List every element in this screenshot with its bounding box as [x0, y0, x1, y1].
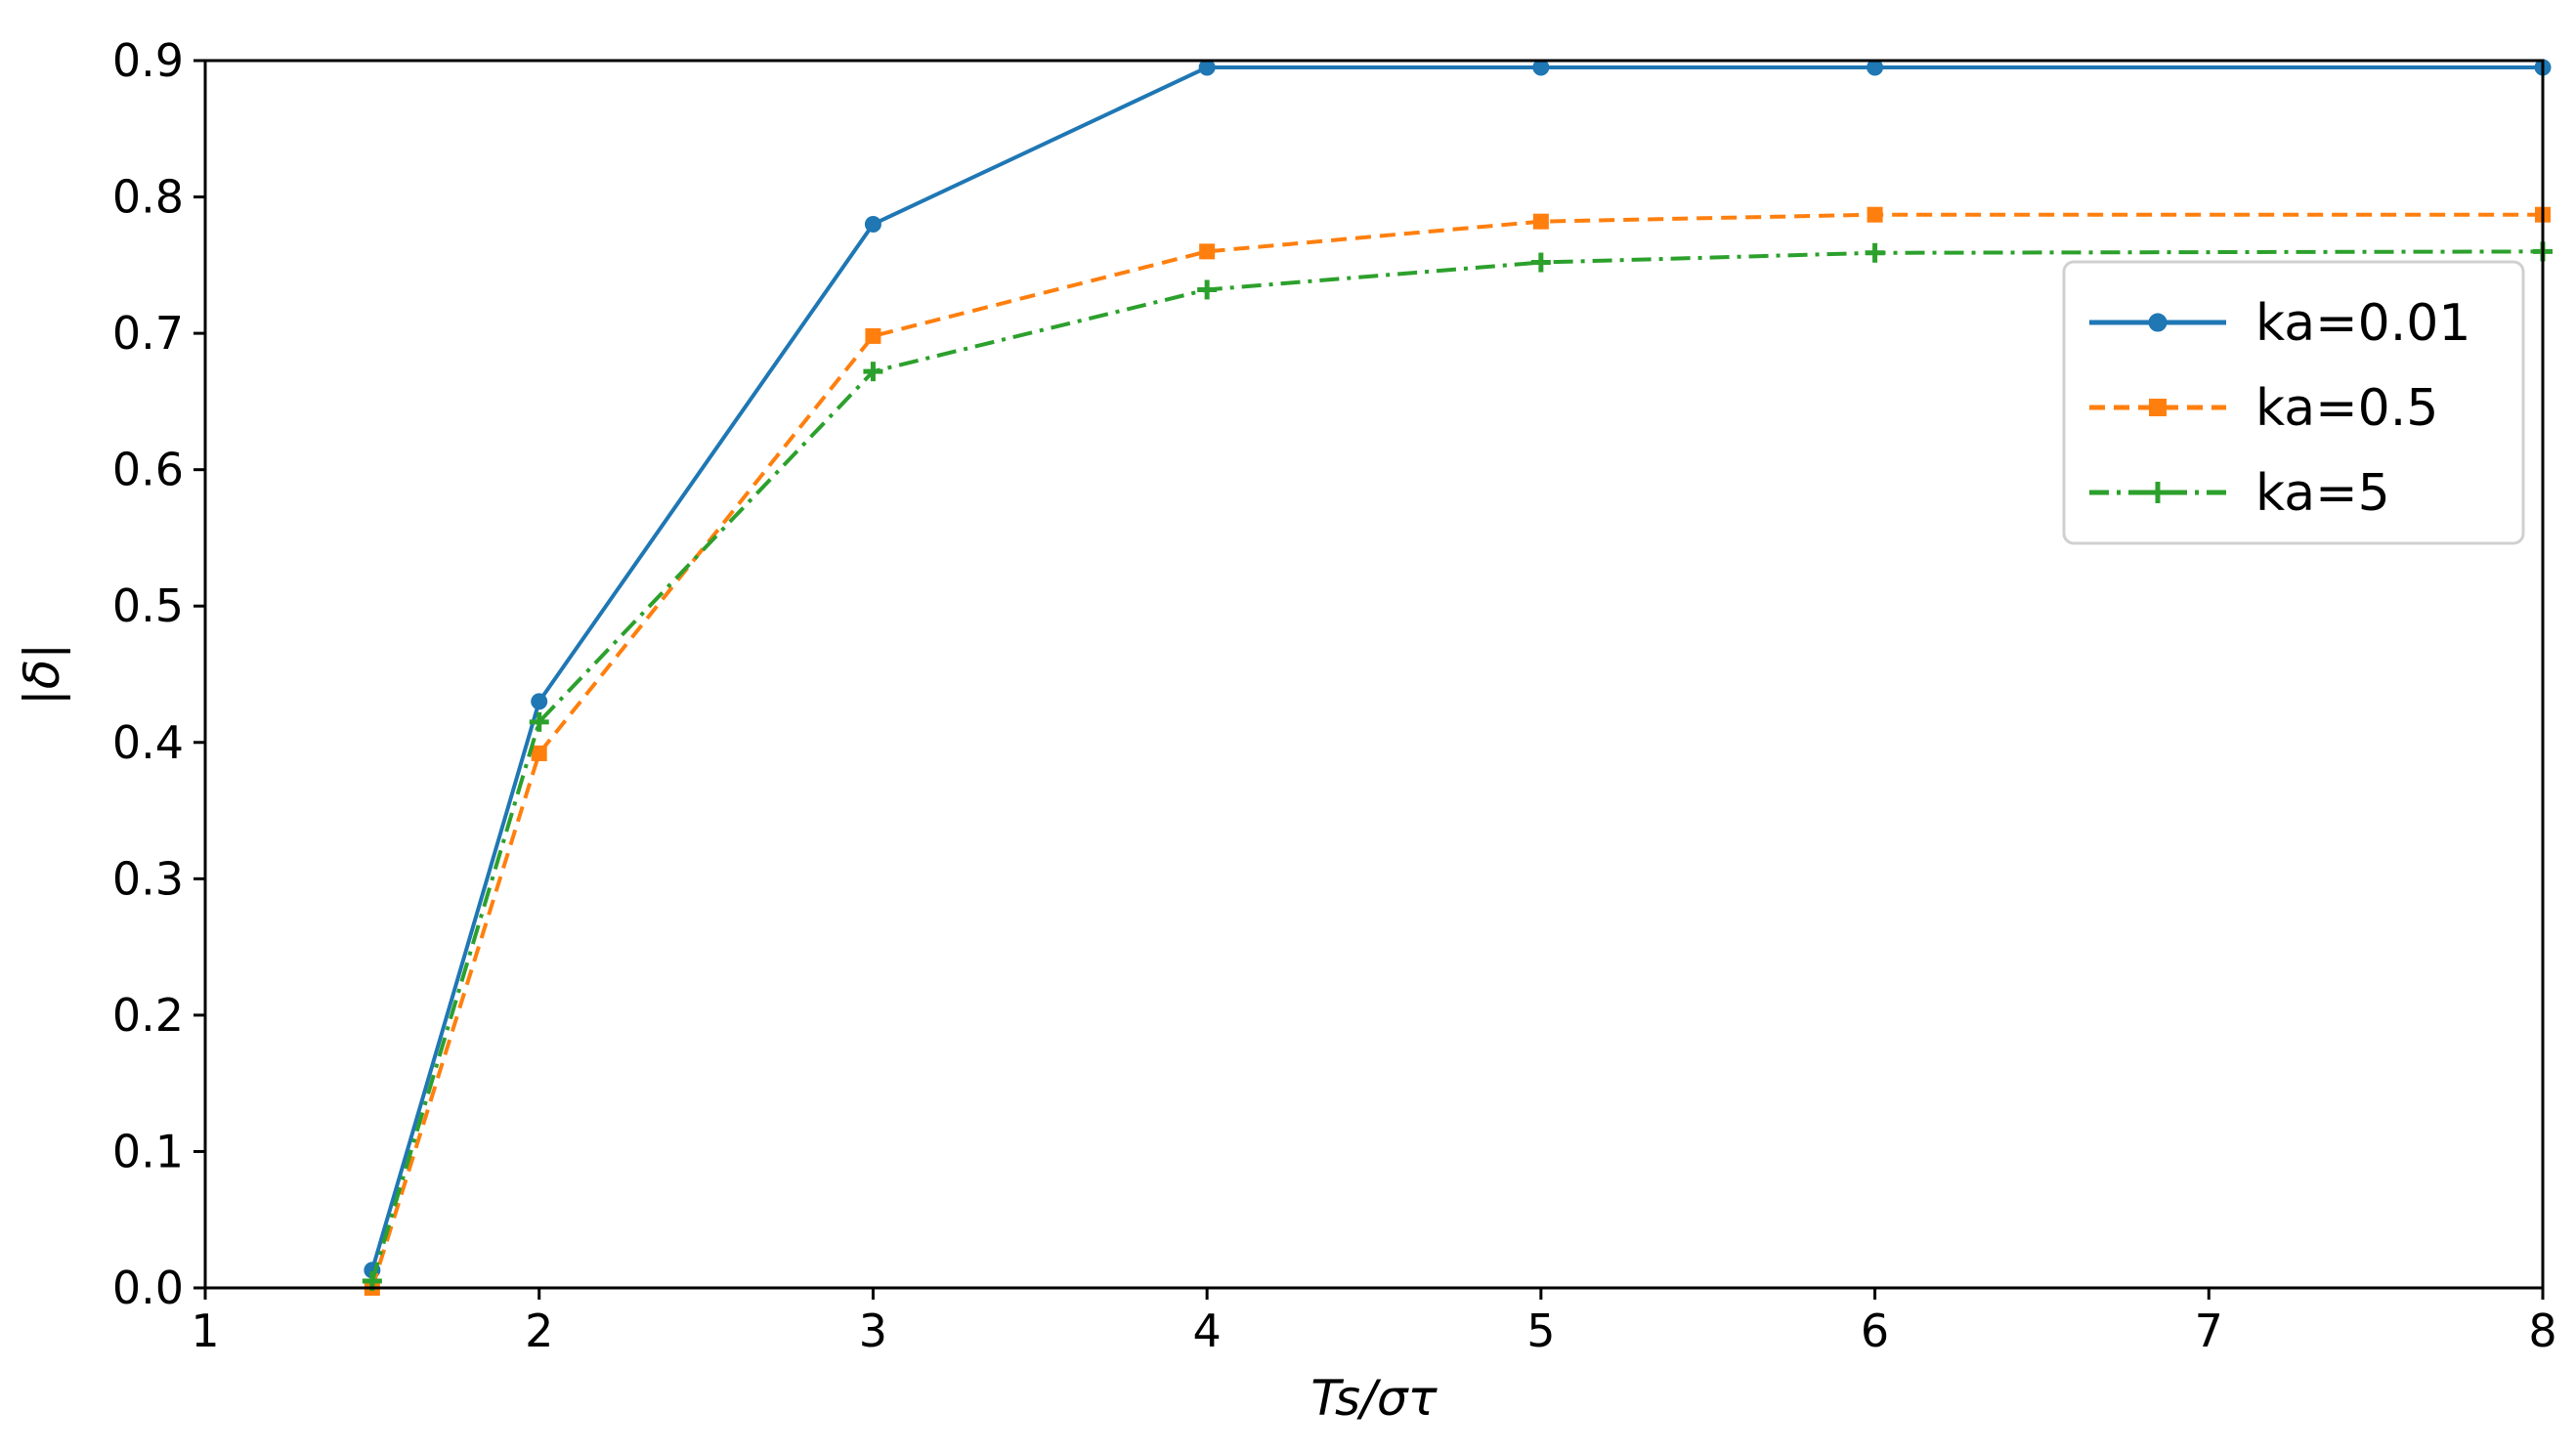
- x-axis-label: Ts/στ: [1310, 1370, 1438, 1427]
- data-point: [864, 215, 881, 233]
- legend-entry: ka=0.5: [2089, 379, 2438, 438]
- legend-label: ka=0.5: [2255, 379, 2438, 438]
- series-layer: [362, 59, 2553, 1296]
- x-tick-label: 8: [2528, 1304, 2556, 1357]
- legend: ka=0.01 ka=0.5 ka=5: [2062, 260, 2525, 545]
- y-tick-label: 0.0: [112, 1262, 184, 1314]
- legend-label: ka=5: [2255, 464, 2390, 523]
- y-tick-label: 0.2: [112, 989, 184, 1042]
- data-point: [865, 327, 881, 344]
- data-point: [2149, 399, 2167, 416]
- x-tick-label: 7: [2195, 1304, 2223, 1357]
- x-tick-label: 2: [525, 1304, 553, 1357]
- legend-label: ka=0.01: [2255, 294, 2470, 353]
- y-tick-label: 0.5: [112, 579, 184, 632]
- data-point: [1199, 243, 1216, 260]
- data-point: [1867, 206, 1883, 223]
- data-point: [2148, 313, 2168, 332]
- y-axis-label: |δ|: [14, 643, 70, 706]
- data-point: [1532, 213, 1549, 230]
- data-point: [1865, 242, 1885, 263]
- series-2: [364, 206, 2551, 1296]
- axes-layer: 1 2 3 4 5 6 7 8 0.0 0.1 0.2 0.3 0.4 0.5 0.6 0.7 0.8 0.9: [112, 34, 2557, 1357]
- x-tick-label: 1: [191, 1304, 219, 1357]
- y-tick-label: 0.1: [112, 1125, 184, 1177]
- y-tick-label: 0.9: [112, 34, 184, 87]
- data-point: [863, 362, 883, 382]
- y-tick-label: 0.8: [112, 171, 184, 224]
- x-tick-label: 4: [1193, 1304, 1222, 1357]
- data-point: [2147, 482, 2168, 503]
- data-point: [1530, 252, 1551, 273]
- data-point: [529, 711, 549, 732]
- legend-box: [2062, 260, 2525, 545]
- y-tick-label: 0.3: [112, 852, 184, 905]
- series-3: [362, 241, 2553, 1292]
- y-tick-label: 0.7: [112, 307, 184, 360]
- legend-entry: ka=5: [2089, 464, 2390, 523]
- x-tick-label: 6: [1861, 1304, 1889, 1357]
- y-tick-label: 0.4: [112, 716, 184, 769]
- series-1: [364, 59, 2552, 1279]
- data-point: [531, 745, 547, 761]
- data-point: [531, 693, 548, 710]
- plot-frame: [203, 59, 2545, 1290]
- x-tick-label: 5: [1526, 1304, 1555, 1357]
- x-tick-label: 3: [859, 1304, 887, 1357]
- y-tick-label: 0.6: [112, 444, 184, 496]
- data-point: [1197, 279, 1218, 300]
- legend-entry: ka=0.01: [2089, 294, 2470, 353]
